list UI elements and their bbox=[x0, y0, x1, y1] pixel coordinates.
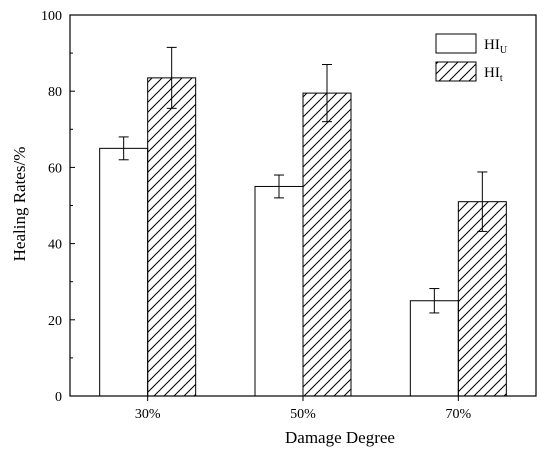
x-tick-label: 50% bbox=[290, 407, 316, 422]
bar-hiu-30pct bbox=[99, 147, 149, 397]
legend-label: HIt bbox=[484, 65, 503, 84]
y-axis-title: Healing Rates/% bbox=[10, 147, 29, 262]
y-tick-label: 80 bbox=[48, 85, 62, 100]
bar-hiu-50pct bbox=[254, 185, 304, 397]
x-tick-label: 70% bbox=[445, 407, 471, 422]
bar-hit-50pct bbox=[302, 92, 352, 397]
bar-hiu-70pct bbox=[409, 300, 459, 397]
bar-hit-70pct bbox=[457, 201, 507, 397]
y-tick-label: 100 bbox=[41, 9, 62, 24]
x-tick-label: 30% bbox=[135, 407, 161, 422]
y-tick-label: 0 bbox=[55, 390, 62, 405]
y-tick-label: 20 bbox=[48, 314, 62, 329]
legend-label: HIU bbox=[484, 37, 508, 56]
y-tick-label: 40 bbox=[48, 238, 62, 253]
bar-hit-30pct bbox=[147, 77, 197, 397]
legend-label-subscript: U bbox=[500, 45, 508, 56]
legend-swatch-hiu bbox=[435, 33, 477, 54]
legend-swatch-hit bbox=[435, 61, 477, 82]
x-axis-title: Damage Degree bbox=[285, 428, 395, 447]
legend-label-subscript: t bbox=[500, 73, 503, 84]
y-tick-label: 60 bbox=[48, 161, 62, 176]
